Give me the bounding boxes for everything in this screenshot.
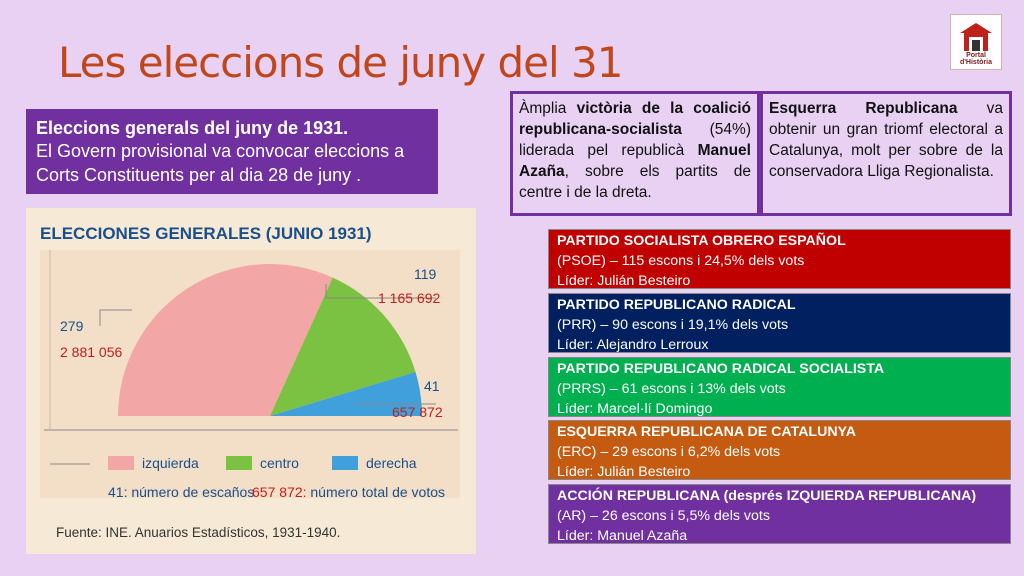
note-votes: 657 872: número total de votos: [252, 484, 445, 500]
party-line2: (PRR) – 90 escons i 19,1% dels vots: [557, 316, 789, 333]
note-seats-num: 41:: [108, 484, 128, 500]
box2-bold-1: Esquerra Republicana: [769, 100, 958, 117]
derecha-seats-label: 41: [424, 378, 440, 394]
pie-slice-derecha: [270, 372, 422, 416]
coalition-victory-box: Àmplia victòria de la coalició republica…: [510, 91, 760, 216]
party-line3: Líder: Julián Besteiro: [557, 272, 691, 289]
esquerra-box: Esquerra Republicana va obtenir un gran …: [760, 91, 1012, 216]
election-chart: ELECCIONES GENERALES (JUNIO 1931) 279 2 …: [26, 208, 476, 554]
party-line3: Líder: Alejandro Lerroux: [557, 336, 709, 353]
party-name: ESQUERRA REPUBLICANA DE CATALUNYA: [557, 424, 857, 440]
legend-derecha: derecha: [366, 455, 417, 471]
box1-text-3: , sobre els partits de centre i de la dr…: [519, 163, 751, 202]
box1-text-2: (54%) liderada pel republicà: [519, 121, 751, 160]
legend-izquierda: izquierda: [142, 455, 199, 471]
chart-title: ELECCIONES GENERALES (JUNIO 1931): [40, 224, 372, 243]
party-line3: Líder: Julián Besteiro: [557, 463, 691, 480]
intro-body: El Govern provisional va convocar elecci…: [36, 141, 405, 185]
izquierda-seats-label: 279: [60, 318, 84, 334]
party-box: PARTIDO REPUBLICANO RADICAL SOCIALISTA (P…: [548, 357, 1011, 417]
portal-historia-logo[interactable]: Portal d'Història: [950, 14, 1002, 70]
pie-slice-izquierda: [118, 263, 333, 416]
party-line3: Líder: Marcel·lí Domingo: [557, 400, 713, 417]
box1-bold-2: Manuel Azaña: [519, 142, 751, 181]
note-seats-text: número de escaños: [127, 484, 255, 500]
party-name: PARTIDO REPUBLICANO RADICAL: [557, 297, 796, 313]
party-line3: Líder: Manuel Azaña: [557, 527, 688, 544]
page-title: Les eleccions de juny del 31: [58, 38, 623, 87]
party-name: PARTIDO REPUBLICANO RADICAL SOCIALISTA: [557, 361, 885, 377]
party-name: ACCIÓN REPUBLICANA (després IZQUIERDA RE…: [557, 488, 977, 504]
pie-slice-centro: [270, 277, 416, 416]
box1-bold-1: victòria de la coalició republicana-soci…: [519, 100, 752, 139]
house-icon: [960, 23, 992, 51]
party-line2: (PRRS) – 61 escons i 13% dels vots: [557, 380, 786, 397]
izquierda-votes-label: 2 881 056: [60, 344, 123, 360]
legend-swatch-izquierda: [108, 456, 134, 470]
pie-chart-svg: [44, 250, 458, 465]
legend-centro: centro: [260, 455, 299, 471]
party-line2: (ERC) – 29 escons i 6,2% dels vots: [557, 443, 781, 460]
intro-heading: Eleccions generals del juny de 1931.: [36, 118, 349, 138]
centro-votes-label: 1 165 692: [378, 290, 441, 306]
party-line2: (PSOE) – 115 escons i 24,5% dels vots: [557, 252, 805, 269]
party-name: PARTIDO SOCIALISTA OBRERO ESPAÑOL: [557, 233, 846, 249]
party-box: PARTIDO REPUBLICANO RADICAL (PRR) – 90 es…: [548, 293, 1011, 353]
derecha-votes-label: 657 872: [392, 404, 443, 420]
party-box: PARTIDO SOCIALISTA OBRERO ESPAÑOL (PSOE) …: [548, 229, 1011, 289]
party-box: ESQUERRA REPUBLICANA DE CATALUNYA (ERC) –…: [548, 420, 1011, 480]
note-seats: 41: número de escaños: [108, 484, 254, 500]
centro-seats-label: 119: [414, 266, 437, 282]
logo-text: Portal d'Història: [959, 52, 992, 66]
legend-swatch-derecha: [332, 456, 358, 470]
party-box: ACCIÓN REPUBLICANA (després IZQUIERDA RE…: [548, 484, 1011, 544]
chart-source: Fuente: INE. Anuarios Estadísticos, 1931…: [56, 525, 341, 540]
box2-text-1: va obtenir un gran triomf electoral a Ca…: [769, 100, 1003, 181]
intro-box: Eleccions generals del juny de 1931. El …: [26, 109, 438, 194]
legend-swatch-centro: [226, 456, 252, 470]
note-votes-num: 657 872:: [252, 484, 307, 500]
note-votes-text: número total de votos: [306, 484, 446, 500]
party-line2: (AR) – 26 escons i 5,5% dels vots: [557, 507, 770, 524]
box1-text-1: Àmplia: [519, 100, 577, 117]
